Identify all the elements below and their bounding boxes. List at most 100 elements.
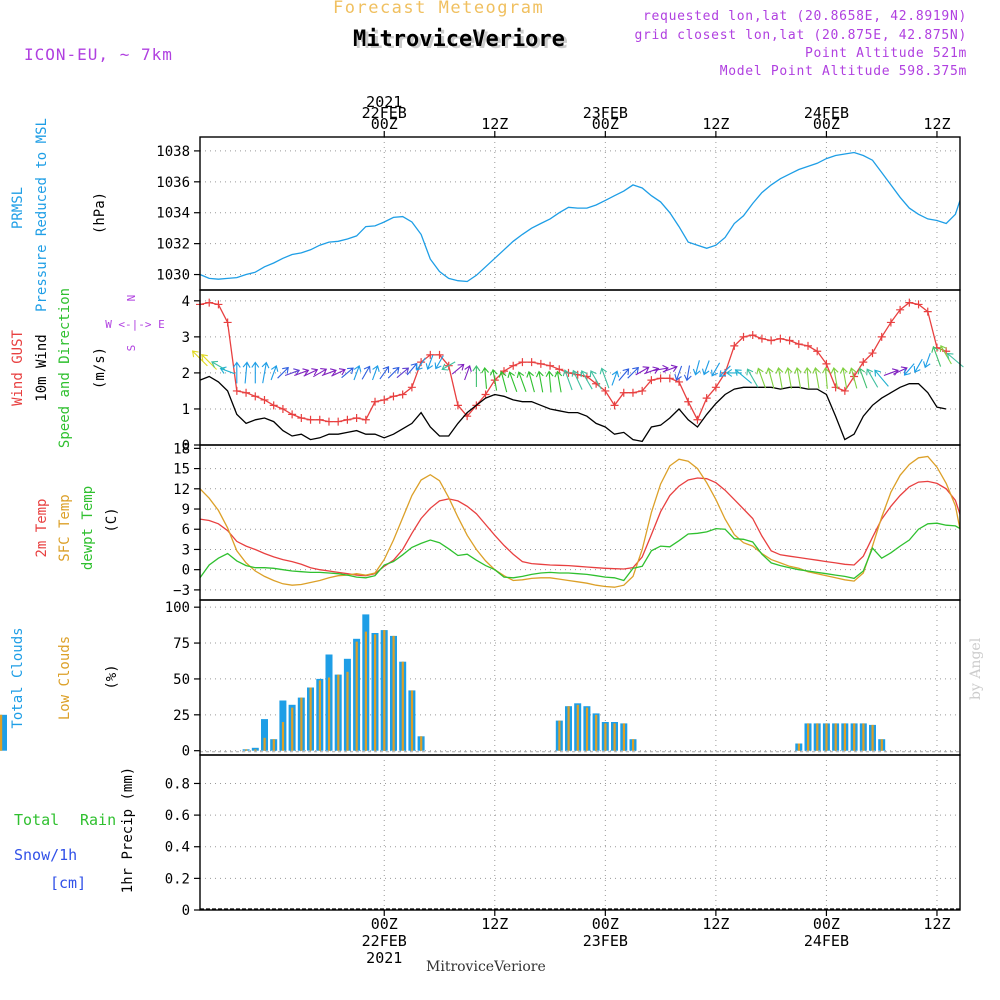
series-10m-wind (199, 375, 947, 443)
gust-marker (665, 374, 674, 383)
compass-south: S (125, 345, 138, 352)
temp2m-label: 2m Temp (34, 498, 50, 557)
wind-arrow (242, 361, 251, 384)
gust-marker (610, 401, 619, 410)
closest-coords: closest lon,lat (20.875E, 42.875N) (677, 28, 967, 43)
model-altitude: Model Point Altitude 598.375m (719, 64, 967, 79)
wind-arrow (662, 364, 678, 373)
low-cloud-bar (254, 749, 257, 751)
bottom-time-label: 22FEB (362, 932, 407, 950)
low-cloud-bar (401, 661, 404, 751)
low-cloud-bar (410, 690, 414, 751)
wind-arrow (874, 369, 889, 387)
wind-arrow (589, 370, 602, 390)
low-cloud-bar (567, 706, 570, 751)
wind-arrow (425, 354, 434, 371)
panel-3: 0 25 50 75 100 (0, 599, 961, 760)
gust-marker (315, 415, 324, 424)
wind-arrow (599, 367, 610, 389)
top-time-label: 23FEB (583, 104, 628, 122)
gust-marker (776, 334, 785, 343)
gust-marker (306, 415, 315, 424)
gust-marker (205, 298, 214, 307)
gust-marker (407, 383, 416, 392)
ytick-label: 100 (165, 600, 190, 616)
ytick-label: 15 (173, 462, 190, 478)
requested-coords: requested lon,lat (20.8658E, 42.8919N) (642, 9, 967, 24)
ytick-label: 0.6 (165, 808, 190, 824)
wind-arrow (939, 344, 952, 365)
low-cloud-bar (263, 737, 266, 751)
gust-marker (804, 341, 812, 350)
wind-arrow (746, 368, 759, 388)
series-dewpt-temp (199, 522, 961, 582)
pressure-label: Pressure Reduced to MSL (34, 118, 50, 312)
bottom-time-label: 12Z (923, 915, 950, 933)
low-cloud-bar (816, 723, 819, 751)
ms-label: (m/s) (92, 347, 108, 389)
wind-arrow (857, 367, 868, 389)
gust-marker (343, 415, 352, 424)
low-cloud-bar (291, 707, 294, 751)
wind-arrow (571, 369, 583, 390)
wind-arrow (719, 365, 731, 378)
wind-arrow (434, 355, 444, 370)
low-cloud-bar (420, 736, 423, 751)
wind-arrow (883, 368, 899, 377)
wind-arrow (839, 367, 848, 389)
bottom-time-label: 23FEB (583, 932, 628, 950)
gust-marker (757, 334, 766, 343)
ytick-label: 1032 (156, 237, 190, 253)
gust-marker (518, 358, 527, 367)
wind-arrow (294, 368, 310, 377)
ytick-label: 0.4 (165, 840, 190, 856)
gust-marker (555, 365, 564, 374)
hpa-label: (hPa) (92, 192, 108, 234)
wind-arrow (618, 368, 630, 381)
ytick-label: 0 (182, 744, 190, 760)
wind-arrow (946, 352, 964, 368)
dewpt-label: dewpt Temp (80, 486, 96, 570)
gust-marker (546, 361, 555, 370)
wind-arrow (711, 362, 721, 377)
low-cloud-bar (346, 671, 349, 751)
total-cloud-bar (0, 714, 7, 751)
wind-arrow (371, 365, 380, 381)
low-cloud-bar (880, 739, 883, 751)
wind-arrow (765, 367, 775, 389)
ytick-label: −3 (173, 583, 190, 599)
gust-marker (831, 383, 840, 392)
low-clouds-label: Low Clouds (57, 636, 73, 720)
low-cloud-bar (604, 723, 607, 751)
gust-marker (297, 413, 306, 422)
wind-arrow (481, 366, 490, 389)
series-sfc-temp (199, 455, 961, 588)
gust-marker (380, 395, 389, 404)
top-time-label: 12Z (481, 115, 508, 133)
gust-marker (453, 401, 462, 410)
wind-arrow (331, 368, 346, 377)
ytick-label: 0.2 (165, 871, 190, 887)
wind-arrow (692, 360, 701, 376)
gust-marker (527, 358, 536, 367)
wind-arrow (361, 365, 371, 380)
credit-watermark: by Angel (968, 637, 984, 700)
ytick-label: 1 (182, 402, 190, 418)
wind-arrow (734, 369, 752, 384)
gust-marker (536, 359, 545, 368)
wind-arrow (866, 368, 879, 388)
top-time-label: 00Z (592, 115, 619, 133)
wind-arrow (498, 370, 508, 393)
gust-marker (794, 340, 803, 349)
ytick-label: 1036 (156, 175, 190, 191)
gust-marker (647, 376, 656, 385)
grid-closest-coords: grid closest lon,lat (20.875E, 42.875N) (634, 28, 967, 43)
gust-marker (684, 397, 693, 406)
low-cloud-bar (595, 714, 598, 751)
wind-arrow (554, 370, 563, 393)
gust-marker (251, 392, 260, 401)
gust-marker (877, 332, 886, 341)
panel-1: 0 1 2 3 4 (182, 289, 964, 454)
low-cloud-bar (364, 631, 367, 751)
